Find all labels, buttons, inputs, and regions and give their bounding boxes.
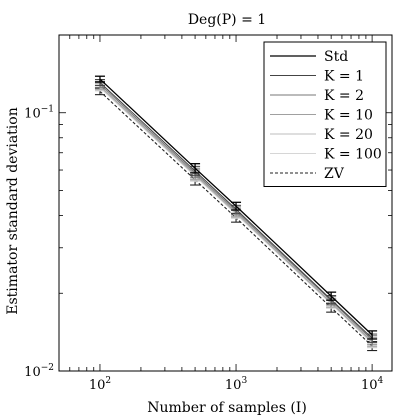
plot-area: 102 103 104 10−2 10−1	[24, 34, 393, 393]
x-tick-label: 103	[225, 376, 248, 393]
x-axis-label: Number of samples (I)	[147, 400, 307, 416]
legend-label: K = 1	[324, 69, 364, 85]
legend-label: ZV	[324, 166, 345, 182]
legend-label: K = 20	[324, 127, 373, 143]
legend-box	[263, 41, 387, 187]
y-tick-label: 10−1	[24, 105, 54, 122]
x-tick-label: 102	[89, 376, 111, 393]
x-ticks	[58, 35, 373, 371]
y-tick-label: 10−2	[24, 363, 54, 380]
legend-label: K = 10	[324, 108, 373, 124]
legend: Std K = 1 K = 2 K = 10 K = 20 K = 100 ZV	[263, 41, 387, 187]
y-axis-label: Estimator standard deviation	[5, 107, 21, 314]
axes-frame	[58, 34, 393, 372]
legend-label: Std	[324, 49, 348, 65]
legend-label: K = 2	[324, 88, 364, 104]
y-ticks	[59, 34, 392, 372]
series-0	[94, 75, 378, 340]
series-layer	[94, 75, 378, 352]
legend-label: K = 100	[324, 147, 382, 163]
chart-title: Deg(P) = 1	[188, 12, 266, 28]
x-tick-label: 104	[361, 376, 384, 393]
